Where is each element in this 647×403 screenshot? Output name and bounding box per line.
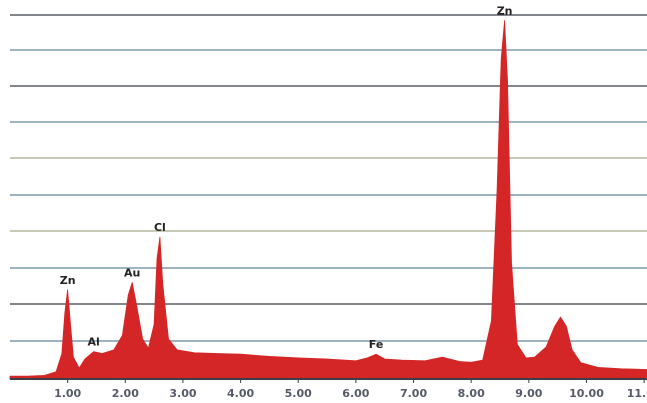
peak-label: Fe [369, 338, 384, 351]
peak-label: Zn [497, 4, 513, 17]
x-tick-labels: 1.00 2.00 3.00 4.00 5.00 6.00 7.00 8.00 9.00 10.0… [54, 387, 647, 400]
x-tick-label: 10.00 [569, 387, 604, 400]
x-tick-label: 4.00 [227, 387, 254, 400]
peak-labels: Zn Al Au Cl Fe Zn [60, 4, 513, 351]
x-tick-label: 9.00 [515, 387, 542, 400]
x-tick-label: 1.00 [54, 387, 81, 400]
peak-label: Au [124, 267, 140, 280]
x-tick-label: 6.00 [342, 387, 369, 400]
peak-label: Cl [154, 221, 166, 234]
spectrum-area [9, 20, 647, 380]
peak-label: Zn [60, 274, 76, 287]
x-tick-label: 2.00 [112, 387, 139, 400]
peak-label: Al [87, 336, 99, 349]
x-tick-label: 3.00 [169, 387, 196, 400]
x-tick-label: 11.00 [627, 387, 647, 400]
x-tick-label: 5.00 [285, 387, 312, 400]
x-tick-label: 8.00 [458, 387, 485, 400]
x-tick-label: 7.00 [400, 387, 427, 400]
gridlines [10, 14, 647, 342]
x-axis [10, 378, 647, 383]
series-area [9, 20, 647, 380]
